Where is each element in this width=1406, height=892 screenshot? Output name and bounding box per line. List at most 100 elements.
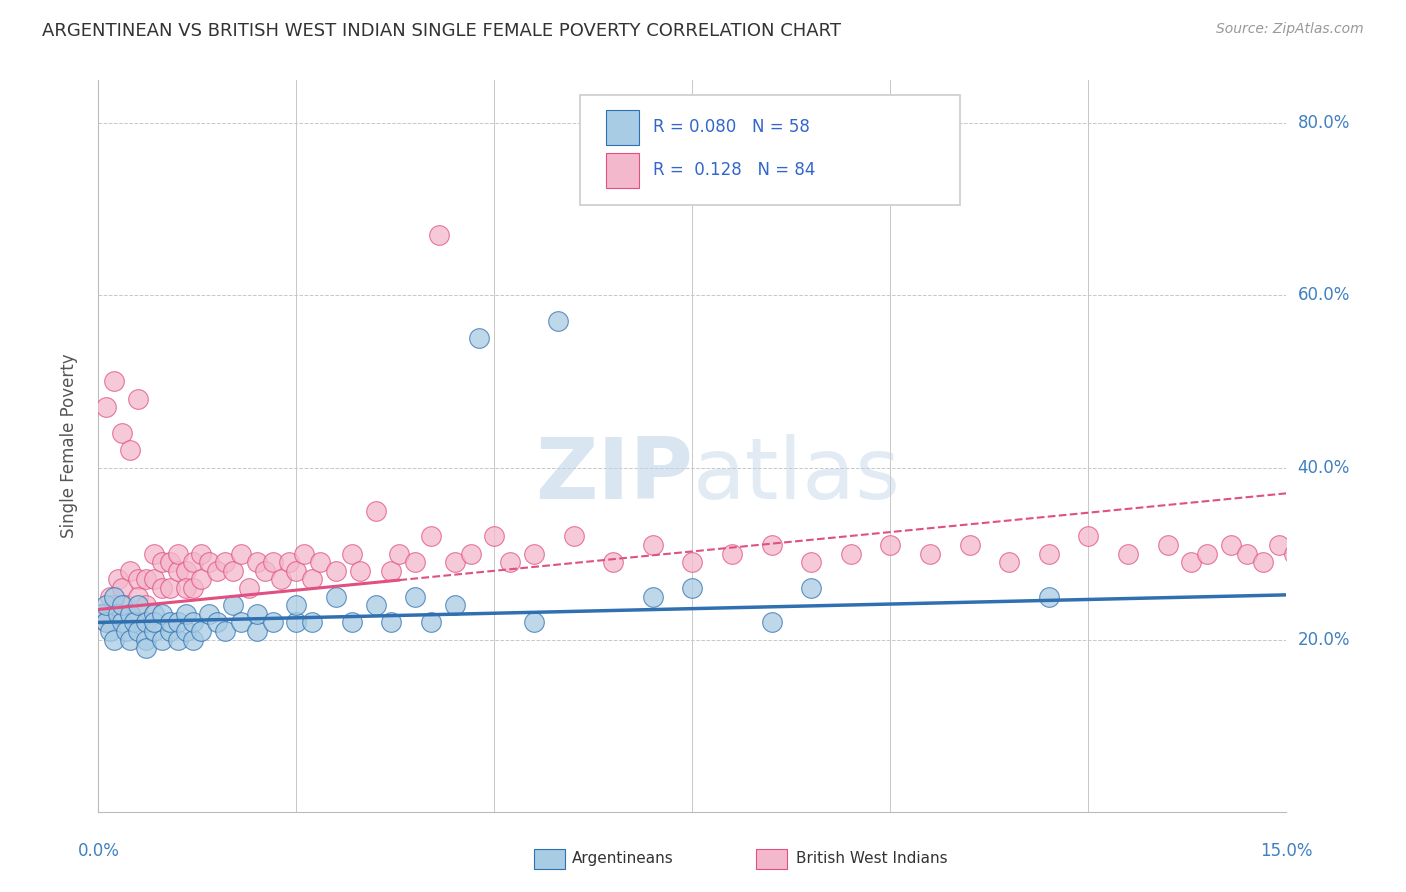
Point <box>111 598 134 612</box>
Point <box>103 590 125 604</box>
FancyBboxPatch shape <box>579 95 960 204</box>
Point <box>107 573 129 587</box>
Point <box>135 598 157 612</box>
Y-axis label: Single Female Poverty: Single Female Poverty <box>59 354 77 538</box>
Point <box>103 632 125 647</box>
Point <box>91 607 114 621</box>
Point <box>120 607 142 621</box>
Text: 80.0%: 80.0% <box>1298 114 1350 132</box>
Point <box>238 581 260 595</box>
Point <box>120 443 142 458</box>
Point <box>222 564 245 578</box>
Point <box>460 547 482 561</box>
Point <box>127 598 149 612</box>
Point <box>285 598 308 612</box>
Point <box>150 632 173 647</box>
Point <box>380 615 402 630</box>
Text: 40.0%: 40.0% <box>1298 458 1350 476</box>
Point <box>205 564 228 578</box>
Point <box>98 590 121 604</box>
Point <box>301 615 323 630</box>
Point <box>325 590 347 604</box>
Text: 60.0%: 60.0% <box>1298 286 1350 304</box>
Point <box>96 401 118 415</box>
Point <box>800 581 823 595</box>
Point <box>404 590 426 604</box>
Point <box>340 615 363 630</box>
Point <box>150 581 173 595</box>
Point <box>120 632 142 647</box>
Point <box>246 555 269 569</box>
Point <box>174 581 197 595</box>
Text: Argentineans: Argentineans <box>572 851 673 865</box>
Point <box>127 624 149 638</box>
Point <box>111 426 134 441</box>
Point <box>98 624 121 638</box>
Point <box>166 547 188 561</box>
Point <box>246 624 269 638</box>
Point <box>1284 547 1306 561</box>
Point <box>1220 538 1243 552</box>
Point <box>920 547 942 561</box>
Point <box>135 573 157 587</box>
Point <box>285 615 308 630</box>
Point <box>115 624 138 638</box>
Point <box>800 555 823 569</box>
Point <box>349 564 371 578</box>
Point <box>277 555 299 569</box>
Point <box>142 615 165 630</box>
Point <box>96 615 118 630</box>
Point <box>285 564 308 578</box>
Point <box>839 547 862 561</box>
Point <box>150 555 173 569</box>
Point <box>183 581 205 595</box>
Point <box>879 538 901 552</box>
Point <box>761 615 783 630</box>
Point <box>1299 555 1322 569</box>
Point <box>681 581 703 595</box>
Point <box>159 581 181 595</box>
Point <box>309 555 332 569</box>
Point <box>174 624 197 638</box>
Point <box>142 607 165 621</box>
Point <box>404 555 426 569</box>
Point <box>364 503 387 517</box>
Point <box>135 641 157 656</box>
Point <box>127 590 149 604</box>
Point <box>103 375 125 389</box>
Point <box>229 547 252 561</box>
Point <box>523 547 546 561</box>
Point <box>641 538 664 552</box>
Point <box>127 573 149 587</box>
Point <box>444 598 467 612</box>
Point <box>183 615 205 630</box>
Point <box>499 555 522 569</box>
Point <box>325 564 347 578</box>
Text: atlas: atlas <box>692 434 900 516</box>
Point <box>183 632 205 647</box>
Point <box>229 615 252 630</box>
Point <box>262 615 284 630</box>
Bar <box>606 153 638 188</box>
Point <box>96 615 118 630</box>
Point <box>91 607 114 621</box>
Point <box>1197 547 1219 561</box>
Point <box>1156 538 1178 552</box>
Text: 15.0%: 15.0% <box>1260 842 1313 860</box>
Text: 0.0%: 0.0% <box>77 842 120 860</box>
Point <box>120 564 142 578</box>
Point <box>602 555 624 569</box>
Point <box>183 555 205 569</box>
Point <box>222 598 245 612</box>
Point <box>122 615 145 630</box>
Point <box>641 590 664 604</box>
Point <box>1236 547 1258 561</box>
Point <box>270 573 292 587</box>
Point <box>1038 590 1060 604</box>
Text: British West Indians: British West Indians <box>796 851 948 865</box>
Point <box>562 529 585 543</box>
Point <box>174 607 197 621</box>
Point <box>135 615 157 630</box>
Point <box>174 564 197 578</box>
Point <box>142 573 165 587</box>
